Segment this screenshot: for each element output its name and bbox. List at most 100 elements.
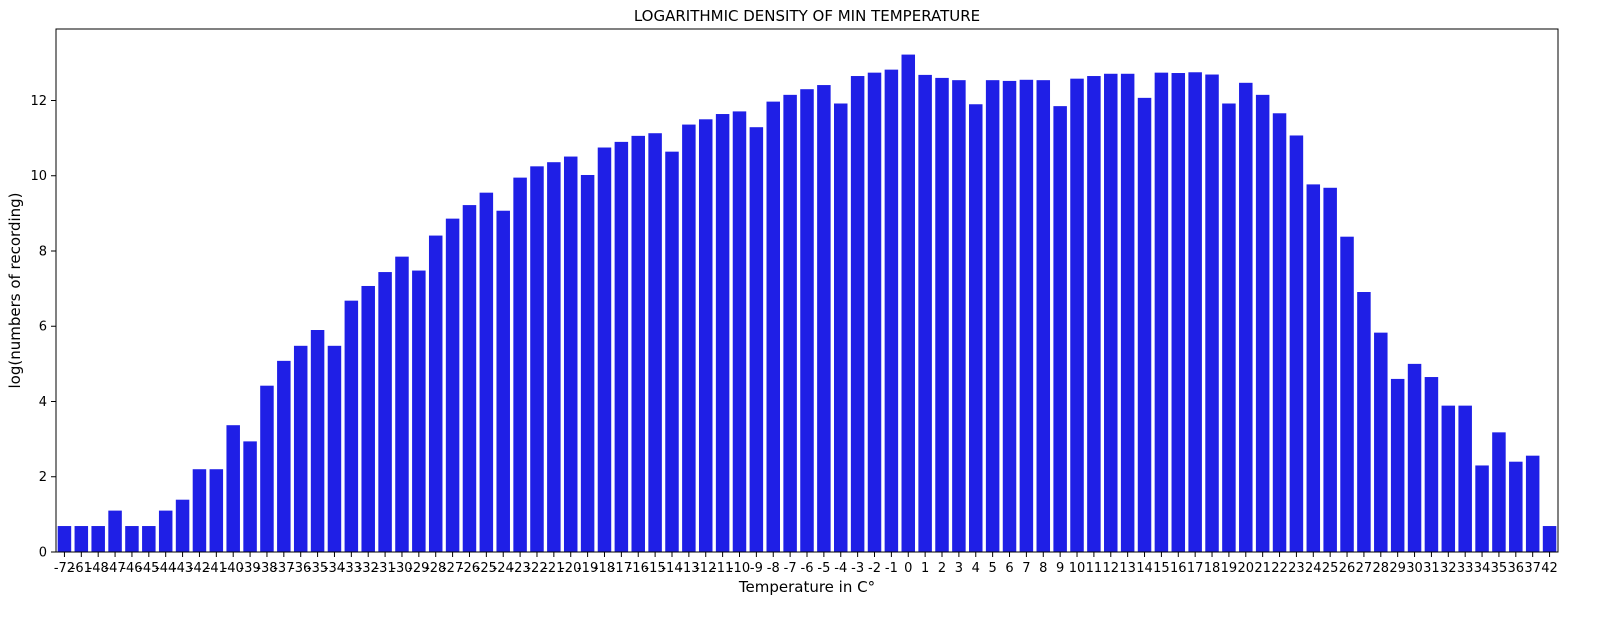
x-tick-label: -2 (868, 561, 881, 576)
x-tick-label: -21 (543, 561, 564, 576)
x-tick-label: 25 (1322, 561, 1339, 576)
bar--47 (108, 510, 122, 552)
bar--27 (445, 218, 460, 552)
bar--17 (614, 141, 629, 552)
bar--16 (631, 135, 645, 553)
bar--44 (158, 510, 173, 552)
x-tick-label: -3 (851, 561, 864, 576)
x-tick-label: 20 (1238, 561, 1255, 576)
x-tick-label: -6 (801, 561, 814, 576)
x-tick-label: 13 (1119, 561, 1136, 576)
x-tick-label: -30 (391, 561, 412, 576)
bar--25 (479, 192, 494, 553)
bar--18 (597, 147, 612, 552)
bar-16 (1171, 73, 1186, 553)
x-tick-label: -32 (358, 561, 379, 576)
bar-15 (1154, 72, 1169, 553)
bar-29 (1390, 378, 1405, 552)
bar-26 (1340, 236, 1354, 552)
x-tick-label: -47 (104, 561, 125, 576)
chart-title: LOGARITHMIC DENSITY OF MIN TEMPERATURE (634, 7, 980, 25)
bar--6 (800, 89, 814, 552)
bar-9 (1053, 106, 1067, 552)
x-tick-label: -29 (408, 561, 429, 576)
bar--20 (563, 156, 578, 553)
bar-34 (1475, 465, 1489, 552)
x-tick-label: 8 (1039, 561, 1047, 576)
bar--36 (293, 345, 308, 552)
bar--19 (580, 174, 595, 553)
bar--23 (513, 177, 527, 552)
bar-24 (1306, 184, 1321, 552)
bar-37 (1525, 455, 1540, 552)
bar--32 (361, 285, 375, 552)
bar--48 (91, 526, 105, 552)
x-tick-label: 37 (1524, 561, 1541, 576)
bar-13 (1120, 73, 1135, 553)
x-tick-label: -8 (767, 561, 780, 576)
x-tick-label: 27 (1356, 561, 1373, 576)
bar--2 (867, 72, 882, 553)
bar--46 (125, 526, 139, 552)
bar--14 (665, 151, 679, 552)
bar-1 (918, 74, 932, 553)
bar-28 (1374, 332, 1388, 552)
bar--41 (209, 469, 224, 552)
bar-2 (935, 77, 949, 552)
bar--30 (395, 256, 409, 552)
x-tick-label: 21 (1254, 561, 1271, 576)
x-tick-label: -27 (442, 561, 463, 576)
y-tick-label: 6 (39, 320, 47, 335)
bar--37 (277, 360, 291, 552)
bar-6 (1002, 80, 1017, 553)
bar-35 (1492, 432, 1506, 552)
bar--45 (142, 526, 156, 552)
x-tick-label: 42 (1541, 561, 1558, 576)
bar-23 (1289, 135, 1304, 553)
bars-layer (57, 54, 1557, 553)
bar--42 (192, 469, 207, 552)
x-tick-label: -16 (628, 561, 649, 576)
x-tick-label: -61 (71, 561, 92, 576)
x-tick-label: -34 (324, 561, 345, 576)
bar--8 (766, 101, 780, 553)
x-tick-label: 17 (1187, 561, 1204, 576)
bar-17 (1188, 72, 1202, 553)
bar-4 (969, 104, 983, 552)
bar-25 (1323, 187, 1337, 552)
x-tick-label: 10 (1069, 561, 1086, 576)
bar-0 (901, 54, 916, 553)
x-tick-label: -40 (223, 561, 244, 576)
x-tick-label: -48 (88, 561, 109, 576)
bar--7 (783, 94, 797, 552)
x-tick-label: -13 (678, 561, 699, 576)
x-tick-label: 29 (1389, 561, 1406, 576)
bar-22 (1272, 113, 1287, 552)
bar--40 (226, 425, 240, 552)
bar-14 (1137, 97, 1152, 553)
bar--35 (310, 330, 325, 552)
bar--24 (496, 210, 510, 553)
bar--21 (547, 162, 561, 552)
x-axis: -72-61-48-47-46-45-44-43-42-41-40-39-38-… (54, 552, 1558, 576)
x-tick-label: 7 (1022, 561, 1030, 576)
x-tick-label: 6 (1005, 561, 1013, 576)
bar-10 (1070, 78, 1084, 553)
bar-11 (1087, 76, 1101, 552)
x-tick-label: 32 (1440, 561, 1457, 576)
bar-31 (1424, 377, 1439, 552)
bar-33 (1458, 405, 1472, 552)
x-tick-label: 31 (1423, 561, 1440, 576)
x-tick-label: 3 (955, 561, 963, 576)
x-tick-label: 28 (1373, 561, 1390, 576)
x-tick-label: 15 (1153, 561, 1170, 576)
bar-18 (1205, 74, 1219, 552)
x-tick-label: 26 (1339, 561, 1356, 576)
x-tick-label: -10 (729, 561, 750, 576)
y-axis: 0 2 4 6 8 10 12 (30, 94, 56, 561)
bar--38 (260, 385, 274, 552)
bar--61 (74, 526, 89, 552)
bar--34 (327, 345, 342, 552)
bar--72 (57, 526, 72, 552)
x-tick-label: 19 (1221, 561, 1238, 576)
